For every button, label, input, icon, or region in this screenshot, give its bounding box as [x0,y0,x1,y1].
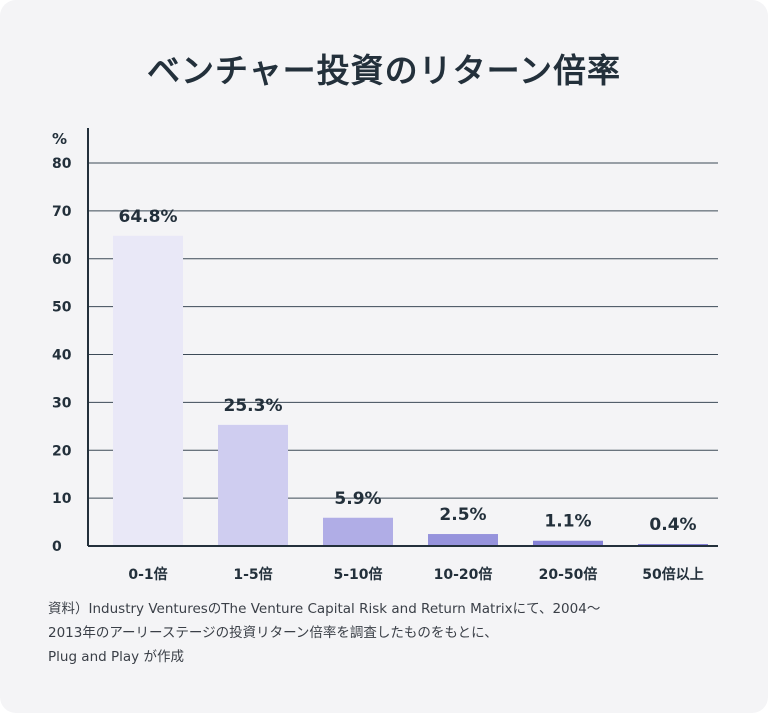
bar-1 [218,424,288,546]
value-label-1: 25.3% [224,396,283,416]
y-tick-label-50: 50 [52,300,72,316]
source-note: 資料）Industry VenturesのThe Venture Capital… [48,597,728,669]
x-tick-label-5: 50倍以上 [642,566,703,583]
y-axis-label: % [52,130,67,148]
source-line-1: 資料）Industry VenturesのThe Venture Capital… [48,601,601,617]
y-tick-label-30: 30 [52,395,72,411]
x-tick-label-4: 20-50倍 [539,566,598,583]
value-label-0: 64.8% [119,207,178,227]
bar-0 [113,235,183,546]
source-line-2: 2013年のアーリーステージの投資リターン倍率を調査したものをもとに、 [48,625,498,641]
y-tick-label-80: 80 [52,156,72,172]
x-tick-label-0: 0-1倍 [128,566,167,583]
bar-2 [323,517,393,546]
x-tick-label-3: 10-20倍 [434,566,493,583]
source-line-3: Plug and Play が作成 [48,649,184,665]
x-tick-label-2: 5-10倍 [333,566,382,583]
y-tick-label-40: 40 [52,348,72,364]
chart-title: ベンチャー投資のリターン倍率 [146,51,622,90]
y-tick-label-10: 10 [52,491,72,507]
bar-4 [533,540,603,546]
bar-3 [428,534,498,546]
y-tick-label-60: 60 [52,252,72,268]
y-tick-label-20: 20 [52,443,72,459]
value-label-4: 1.1% [544,512,591,532]
value-label-3: 2.5% [439,505,486,525]
y-tick-label-0: 0 [52,539,62,555]
value-label-2: 5.9% [334,489,381,509]
x-tick-label-1: 1-5倍 [233,566,272,583]
value-label-5: 0.4% [649,515,696,535]
y-tick-label-70: 70 [52,204,72,220]
